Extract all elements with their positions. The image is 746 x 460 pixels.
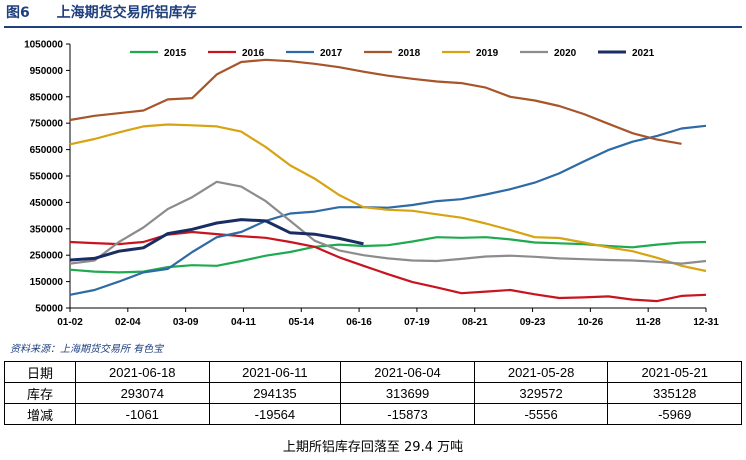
table-cell: -5556 bbox=[473, 403, 609, 425]
y-tick-label: 150000 bbox=[30, 277, 64, 288]
x-tick-label: 08-21 bbox=[462, 317, 488, 328]
table-cell: 294135 bbox=[208, 382, 342, 404]
row-header: 库存 bbox=[4, 382, 76, 404]
table-row: 日期 2021-06-18 2021-06-11 2021-06-04 2021-05-… bbox=[4, 361, 742, 383]
source-note: 资料来源：上海期货交易所 有色宝 bbox=[10, 344, 164, 355]
y-tick-label: 850000 bbox=[30, 92, 64, 103]
y-tick-label: 550000 bbox=[30, 172, 64, 183]
series-line-2016 bbox=[69, 230, 707, 303]
legend-label-2021: 2021 bbox=[632, 48, 655, 59]
inventory-line-chart: 50000 150000 250000 350000 450000 550000 65000… bbox=[24, 40, 719, 329]
table-cell: -19564 bbox=[208, 403, 342, 425]
table-cell: -15873 bbox=[340, 403, 475, 425]
table-cell: 2021-06-04 bbox=[340, 361, 475, 383]
table-cell: 2021-06-18 bbox=[75, 361, 210, 383]
legend-label-2019: 2019 bbox=[476, 48, 499, 59]
table-cell: 2021-05-21 bbox=[607, 361, 742, 383]
legend-label-2017: 2017 bbox=[320, 48, 343, 59]
figure-title: 图6 上海期货交易所铝库存 bbox=[6, 2, 742, 24]
legend-label-2020: 2020 bbox=[554, 48, 577, 59]
chart-title: 上海期货交易所铝库存 bbox=[56, 5, 197, 21]
row-header: 日期 bbox=[4, 361, 76, 383]
x-tick-label: 03-09 bbox=[173, 317, 199, 328]
series-line-2019 bbox=[69, 123, 707, 273]
x-tick-label: 10-26 bbox=[578, 317, 604, 328]
y-tick-label: 350000 bbox=[30, 224, 64, 235]
chart-caption: 上期所铝库存回落至 29.4 万吨 bbox=[282, 440, 464, 455]
legend-label-2018: 2018 bbox=[398, 48, 421, 59]
figure-number: 图6 bbox=[6, 5, 30, 21]
table-cell: 335128 bbox=[607, 382, 742, 404]
x-tick-label: 02-04 bbox=[115, 317, 141, 328]
series-line-2020 bbox=[69, 180, 707, 265]
y-tick-label: 250000 bbox=[30, 251, 64, 262]
series-line-2018 bbox=[69, 58, 682, 145]
table-cell: 2021-06-11 bbox=[208, 361, 342, 383]
y-tick-label: 450000 bbox=[30, 198, 64, 209]
y-tick-label: 650000 bbox=[30, 145, 64, 156]
inventory-table: 日期 2021-06-18 2021-06-11 2021-06-04 2021-05-… bbox=[4, 361, 742, 425]
x-tick-label: 01-02 bbox=[57, 317, 83, 328]
series-line-2017 bbox=[69, 124, 707, 296]
series-line-2021 bbox=[69, 218, 364, 262]
y-tick-label: 1050000 bbox=[24, 40, 63, 51]
legend-label-2015: 2015 bbox=[164, 48, 187, 59]
y-tick-label: 950000 bbox=[30, 66, 64, 77]
table-row: 库存 293074 294135 313699 329572 335128 bbox=[4, 382, 742, 404]
y-tick-label: 50000 bbox=[35, 304, 63, 315]
y-tick-label: 750000 bbox=[30, 119, 64, 130]
title-divider bbox=[4, 26, 742, 28]
x-tick-label: 06-16 bbox=[346, 317, 372, 328]
table-row: 增减 -1061 -19564 -15873 -5556 -5969 bbox=[4, 403, 742, 425]
table-cell: 293074 bbox=[75, 382, 210, 404]
table-cell: -5969 bbox=[607, 403, 742, 425]
x-tick-label: 09-23 bbox=[520, 317, 546, 328]
x-tick-label: 07-19 bbox=[404, 317, 430, 328]
x-tick-label: 05-14 bbox=[288, 317, 314, 328]
x-tick-label: 12-31 bbox=[693, 317, 719, 328]
table-cell: 313699 bbox=[340, 382, 475, 404]
row-header: 增减 bbox=[4, 403, 76, 425]
x-tick-label: 04-11 bbox=[231, 317, 256, 328]
table-cell: 2021-05-28 bbox=[473, 361, 609, 383]
legend-label-2016: 2016 bbox=[242, 48, 265, 59]
x-tick-label: 11-28 bbox=[636, 317, 661, 328]
table-cell: 329572 bbox=[473, 382, 609, 404]
series-line-2015 bbox=[69, 236, 707, 274]
table-cell: -1061 bbox=[75, 403, 210, 425]
